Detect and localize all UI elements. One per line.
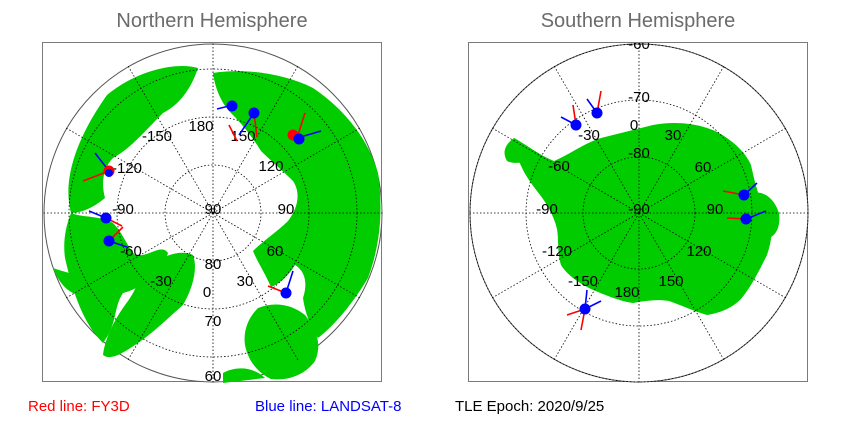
north-pass-marker xyxy=(267,270,294,299)
north-lon-label: 120 xyxy=(258,158,283,175)
north-map-canvas: 180 150 120 90 60 30 0 -30 -60 -90 -120 … xyxy=(43,43,383,383)
south-satellite-passes xyxy=(560,90,767,331)
north-lon-label: -120 xyxy=(112,160,142,177)
landsat8-position-dot xyxy=(740,213,752,225)
north-lon-label: 180 xyxy=(188,118,213,135)
landsat8-position-dot xyxy=(591,107,603,119)
north-land-part xyxy=(213,71,381,338)
north-pass-marker xyxy=(82,152,115,182)
north-meridian xyxy=(65,127,214,214)
north-lon-label: -30 xyxy=(150,273,172,290)
north-lon-label: 90 xyxy=(278,201,295,218)
north-meridian xyxy=(212,212,299,361)
north-lat-label: 90 xyxy=(205,201,222,218)
north-lon-label: 60 xyxy=(267,243,284,260)
north-lat-label: 80 xyxy=(205,256,222,273)
north-land-part xyxy=(223,368,265,383)
south-lon-label: 30 xyxy=(665,127,682,144)
south-lon-label: 180 xyxy=(614,284,639,301)
south-lat-label: -80 xyxy=(628,145,650,162)
north-land-part xyxy=(244,304,319,380)
tle-epoch-label: TLE Epoch: 2020/9/25 xyxy=(455,398,605,415)
south-map-title: Southern Hemisphere xyxy=(540,10,736,32)
north-meridian xyxy=(212,65,299,214)
north-meridian xyxy=(65,212,214,299)
south-pass-marker xyxy=(726,210,767,225)
north-landmass xyxy=(53,66,381,383)
south-lat-label: -60 xyxy=(628,43,650,53)
south-pass-marker xyxy=(560,104,582,131)
landsat8-position-dot xyxy=(248,107,260,119)
south-meridian xyxy=(491,127,640,214)
landsat8-position-dot xyxy=(579,303,591,315)
north-satellite-passes xyxy=(82,100,322,299)
north-land-part xyxy=(53,268,98,295)
landsat8-position-dot xyxy=(103,235,115,247)
north-meridian xyxy=(127,212,214,361)
south-lat-label: -70 xyxy=(628,89,650,106)
south-lon-label: -90 xyxy=(536,201,558,218)
north-pass-marker xyxy=(103,226,128,248)
south-meridian xyxy=(553,65,640,214)
south-pass-marker xyxy=(586,90,603,119)
north-lon-label: 0 xyxy=(203,284,211,301)
south-pass-marker xyxy=(566,289,602,331)
north-labels: 180 150 120 90 60 30 0 -30 -60 -90 -120 … xyxy=(112,118,294,383)
north-land-part xyxy=(64,213,168,343)
south-lon-label: -30 xyxy=(578,127,600,144)
north-meridian xyxy=(212,127,361,214)
north-lat-label: 70 xyxy=(205,313,222,330)
north-map-title: Northern Hemisphere xyxy=(116,10,308,32)
north-lon-label: 30 xyxy=(237,273,254,290)
north-lon-label: -150 xyxy=(142,128,172,145)
landsat8-position-dot xyxy=(226,100,238,112)
south-graticule xyxy=(469,43,809,383)
south-meridian xyxy=(638,212,787,299)
south-map-canvas: -30 0 30 60 90 120 150 180 -150 -120 -90… xyxy=(469,43,809,383)
south-lon-label: 90 xyxy=(707,201,724,218)
north-land-part xyxy=(68,66,198,213)
south-meridian xyxy=(553,212,640,361)
south-lon-label: 150 xyxy=(658,273,683,290)
landsat8-position-dot xyxy=(100,212,112,224)
south-lon-label: 0 xyxy=(630,117,638,134)
south-lat-label: -90 xyxy=(628,201,650,218)
south-labels: -30 0 30 60 90 120 150 180 -150 -120 -90… xyxy=(536,43,723,301)
south-meridian xyxy=(638,127,787,214)
fy3d-legend: Red line: FY3D xyxy=(28,398,130,415)
fy3d-track-line xyxy=(228,124,238,142)
south-lon-label: -120 xyxy=(542,243,572,260)
landsat8-position-dot xyxy=(280,287,292,299)
north-lat-circle-80 xyxy=(164,164,262,262)
south-land-part xyxy=(754,192,780,239)
north-lon-label: -90 xyxy=(112,201,134,218)
south-meridian xyxy=(491,212,640,299)
north-meridian xyxy=(212,212,361,299)
north-pass-marker xyxy=(88,210,123,227)
north-lat-label: 60 xyxy=(205,368,222,383)
landsat8-position-dot xyxy=(105,169,113,177)
south-land-part xyxy=(597,140,619,152)
north-pass-marker xyxy=(216,100,238,142)
south-lon-label: -150 xyxy=(568,273,598,290)
south-polar-map: -30 0 30 60 90 120 150 180 -150 -120 -90… xyxy=(468,42,809,383)
south-lon-label: -60 xyxy=(548,158,570,175)
south-meridian xyxy=(638,65,725,214)
north-pass-marker xyxy=(287,112,322,145)
north-pass-marker xyxy=(238,107,260,138)
landsat8-legend: Blue line: LANDSAT-8 xyxy=(255,398,402,415)
landsat8-position-dot xyxy=(293,133,305,145)
north-graticule xyxy=(43,43,383,383)
south-land-part xyxy=(504,138,549,175)
landsat8-position-dot xyxy=(570,119,582,131)
north-meridian xyxy=(127,65,214,214)
south-lon-label: 120 xyxy=(686,243,711,260)
north-polar-map: 180 150 120 90 60 30 0 -30 -60 -90 -120 … xyxy=(42,42,383,383)
south-lon-label: 60 xyxy=(695,159,712,176)
landsat8-position-dot xyxy=(738,189,750,201)
north-land-part xyxy=(103,252,195,358)
south-pass-marker xyxy=(722,182,758,201)
south-meridian xyxy=(638,212,725,361)
